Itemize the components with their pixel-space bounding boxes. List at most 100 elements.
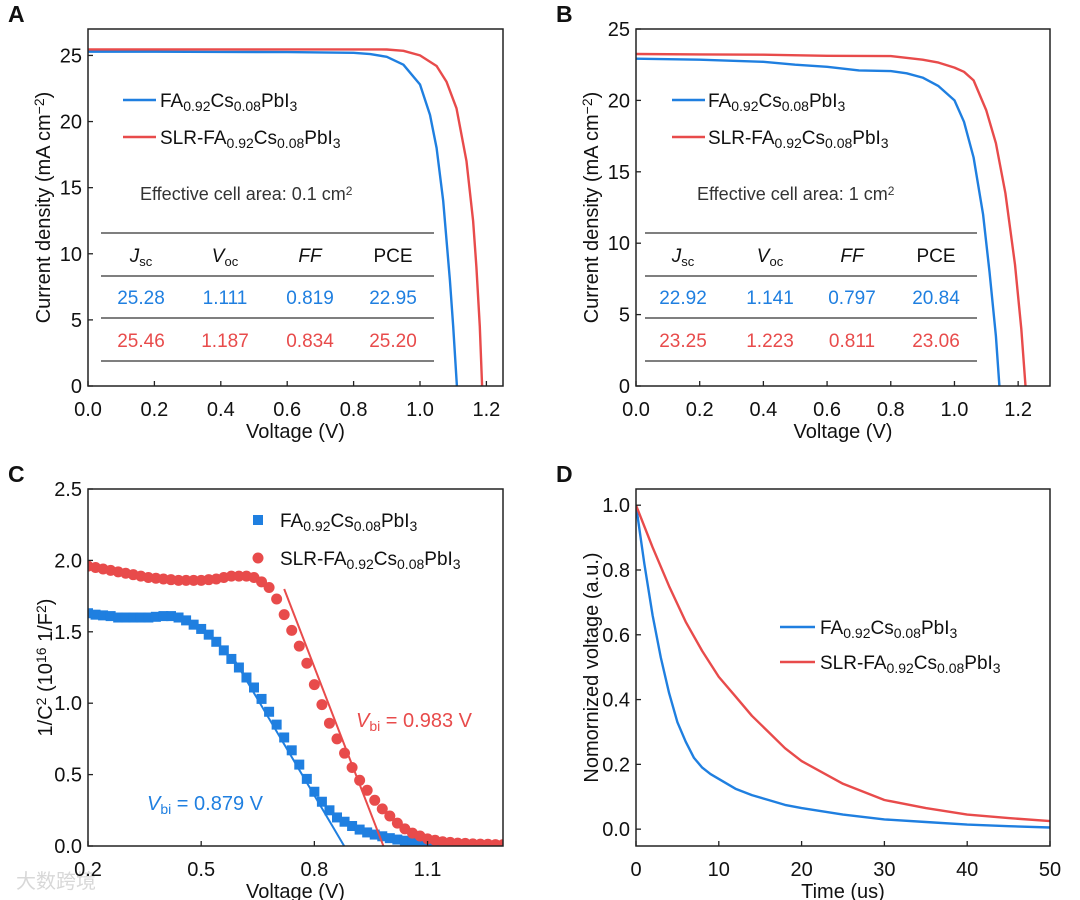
data-point-circle [271,593,283,605]
table-header: Voc [212,246,239,269]
legend-label-sub: 0.92 [303,518,330,534]
y-axis-label-part: Current density (mA cm [33,114,55,323]
legend-label-sub: 0.92 [843,625,870,641]
vbi-main: V [356,710,371,732]
table-cell: 25.20 [369,331,417,352]
data-point-circle [225,570,237,582]
data-point-square [113,612,124,623]
y-tick-label: 0 [619,376,630,398]
legend-label-sub: 3 [838,98,846,114]
data-point-circle [188,574,200,586]
data-point-square [218,645,229,656]
table-header: PCE [916,246,955,267]
axes-frame [635,488,1051,847]
legend-label-sub: 0.92 [227,135,254,151]
data-point-square [166,611,176,622]
x-tick-label: 0.0 [622,399,650,421]
legend-label-part: Cs [914,653,937,674]
legend-label: SLR-FA0.92Cs0.08PbI3 [160,128,341,151]
y-tick-label: 0.0 [54,836,82,858]
y-tick-label: 1.0 [54,693,82,715]
fit-line [283,588,385,846]
plot-area [636,52,1027,386]
data-point-circle [384,810,396,822]
legend-label-part: FA [160,91,184,112]
data-point-circle [323,717,335,729]
data-point-square [249,682,259,693]
axes-frame [87,488,504,847]
table-header-main: FF [840,246,865,267]
x-tick-label: 0.4 [207,399,235,421]
table-header-main: FF [298,246,323,267]
data-point-square [316,796,327,807]
x-tick-label: 0.6 [273,399,301,421]
table-header-main: V [757,246,772,267]
y-tick-label: 20 [60,112,82,134]
x-axis-label: Time (us) [801,881,885,900]
series-line [636,504,1050,823]
y-tick-label: 2.0 [54,550,82,572]
legend-label-sub: 0.92 [731,98,758,114]
table-header-main: V [212,246,227,267]
table-cell: 20.84 [912,288,960,309]
vbi-value: = 0.879 V [171,793,263,815]
x-tick-label: 30 [873,859,895,881]
table-cell: 0.834 [286,331,334,352]
x-tick-label: 0.8 [300,859,328,881]
data-point-square [211,636,222,647]
series-line [636,505,1050,829]
legend-label: FA0.92Cs0.08PbI3 [160,91,298,114]
data-point-square [399,835,410,846]
y-axis-label-part: ) [33,92,55,99]
data-point-square [392,834,403,845]
table-cell: 1.111 [203,288,248,309]
panel-label: B [556,1,573,27]
y-axis-label: Nomornized voltage (a.u.) [581,552,603,782]
legend-label: SLR-FA0.92Cs0.08PbI3 [708,128,889,151]
table-cell: 0.811 [829,331,875,352]
legend-label-part: Cs [758,91,781,112]
data-point-circle [308,679,320,691]
data-point-square [286,745,297,756]
legend-label-sub: 0.08 [277,135,304,151]
x-tick-label: 0.8 [340,399,368,421]
table-header: FF [840,246,865,267]
table-cell: 23.06 [912,331,960,352]
data-point-square [105,611,116,622]
x-tick-label: 0.4 [749,399,777,421]
x-tick-label: 50 [1039,859,1061,881]
y-tick-label: 20 [608,90,630,112]
y-tick-label: 0.6 [602,625,630,647]
plot-area [88,48,484,386]
legend-label-sub: 0.92 [775,135,802,151]
data-point-circle [497,839,503,846]
legend-label-sub: 0.92 [183,98,210,114]
y-tick-label: 10 [608,233,630,255]
y-axis-label-sup: 2 [33,605,49,613]
y-tick-label: 5 [71,310,82,332]
legend-label-sub: 3 [950,625,958,641]
table-cell: 22.92 [659,288,707,309]
y-axis-label: Current density (mA cm−2) [579,92,603,324]
table-header: Voc [757,246,784,269]
cell-area-annotation: Effective cell area: 1 cm2 [697,184,895,204]
data-point-square [294,759,305,770]
data-point-square [90,609,101,620]
y-axis-label: 1/C2 (1016 1/F2) [33,599,57,737]
legend-label-part: Cs [254,128,277,149]
legend-label-part: PbI [304,128,333,149]
data-point-square [301,773,312,784]
table-cell: 1.141 [746,288,794,309]
x-tick-label: 1.1 [414,859,442,881]
panel-a: A 0.0 0.2 0.4 0.6 0.8 1.0 1.2 0 5 10 15 20 25 Voltage … [8,1,504,443]
legend-label-part: Cs [802,128,825,149]
legend-label-part: Cs [330,511,353,532]
data-point-circle [286,624,298,636]
legend-label-part: PbI [261,91,290,112]
legend-label-part: SLR-FA [820,653,887,674]
x-tick-label: 20 [790,859,812,881]
data-point-square [158,611,169,622]
x-tick-label: 0.0 [74,399,102,421]
table-cell: 1.223 [746,331,794,352]
